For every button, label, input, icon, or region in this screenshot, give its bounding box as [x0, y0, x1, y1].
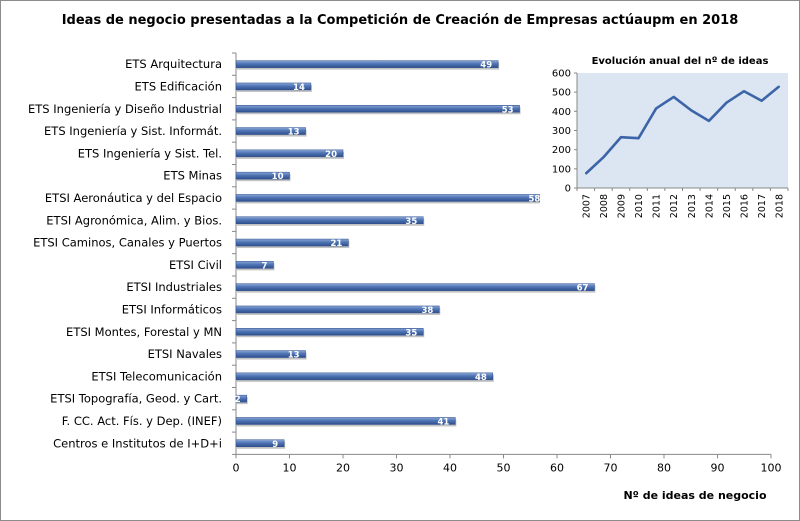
category-label: ETSI Civil	[169, 258, 222, 272]
bar	[235, 283, 595, 291]
bar	[235, 127, 306, 135]
x-tick-label: 40	[443, 461, 457, 474]
bar	[235, 194, 547, 202]
bar-value-label: 49	[480, 61, 492, 71]
category-label: ETSI Telecomunicación	[91, 369, 222, 383]
bar-value-label: 35	[405, 328, 417, 338]
bar	[235, 171, 290, 180]
bar	[235, 394, 247, 403]
category-label: ETSI Industriales	[126, 280, 222, 294]
category-label: ETSI Informáticos	[122, 302, 222, 316]
category-label: ETSI Aeronáutica y del Espacio	[45, 191, 222, 205]
bar-value-label: 7	[262, 261, 268, 271]
bar	[235, 439, 285, 447]
bar-value-label: 2	[235, 395, 241, 405]
bar-value-label: 13	[288, 351, 300, 361]
category-label: ETS Edificación	[135, 79, 222, 93]
bar	[235, 305, 440, 314]
category-label: ETSI Montes, Forestal y MN	[66, 325, 222, 339]
bar	[235, 328, 424, 336]
bar-value-label: 35	[405, 217, 417, 227]
bar-value-label: 10	[272, 172, 284, 182]
bar	[235, 149, 344, 158]
category-label: ETS Minas	[163, 169, 222, 183]
x-tick-label: 80	[657, 461, 671, 474]
category-label: ETSI Navales	[148, 347, 222, 361]
category-label: ETSI Agronómica, Alim. y Bios.	[46, 213, 222, 227]
x-tick-label: 20	[336, 461, 350, 474]
bar-value-label: 21	[331, 239, 343, 249]
bar	[235, 350, 306, 358]
x-tick-label: 70	[604, 461, 618, 474]
x-axis-label: Nº de ideas de negocio	[623, 489, 766, 502]
bar-value-label: 48	[475, 373, 487, 383]
x-tick-label: 100	[761, 461, 782, 474]
bar-value-label: 9	[272, 440, 278, 450]
chart-title: Ideas de negocio presentadas a la Compet…	[61, 13, 739, 28]
bar	[235, 82, 312, 91]
category-label: Centros e Institutos de I+D+i	[53, 436, 222, 450]
x-tick-label: 90	[711, 461, 725, 474]
category-label: ETS Ingeniería y Sist. Tel.	[78, 146, 222, 160]
bar-value-label: 38	[421, 306, 433, 316]
bar-value-label: 53	[502, 105, 514, 115]
bar-value-label: 20	[325, 150, 337, 160]
category-label: ETS Ingeniería y Sist. Informát.	[44, 124, 222, 138]
category-label: ETS Ingeniería y Diseño Industrial	[28, 102, 222, 116]
x-tick-label: 50	[497, 461, 511, 474]
bar	[235, 372, 494, 381]
x-tick-label: 10	[283, 461, 297, 474]
bar	[235, 261, 274, 269]
bar	[235, 105, 520, 113]
bar-value-label: 67	[577, 284, 589, 294]
bar	[235, 60, 499, 68]
category-label: F. CC. Act. Fís. y Dep. (INEF)	[62, 414, 222, 428]
bar-value-label: 13	[288, 128, 300, 138]
x-tick-label: 0	[233, 461, 240, 474]
x-tick-label: 60	[550, 461, 564, 474]
bar-value-label: 58	[528, 194, 540, 204]
bar	[235, 417, 456, 425]
bar-value-label: 14	[293, 83, 305, 93]
bar-value-label: 41	[438, 417, 450, 427]
bar	[235, 216, 424, 224]
category-label: ETSI Topografía, Geod. y Cart.	[50, 392, 222, 406]
category-label: ETSI Caminos, Canales y Puertos	[33, 236, 222, 250]
category-label: ETS Arquitectura	[125, 57, 222, 71]
bar	[235, 238, 349, 247]
x-tick-label: 30	[390, 461, 404, 474]
